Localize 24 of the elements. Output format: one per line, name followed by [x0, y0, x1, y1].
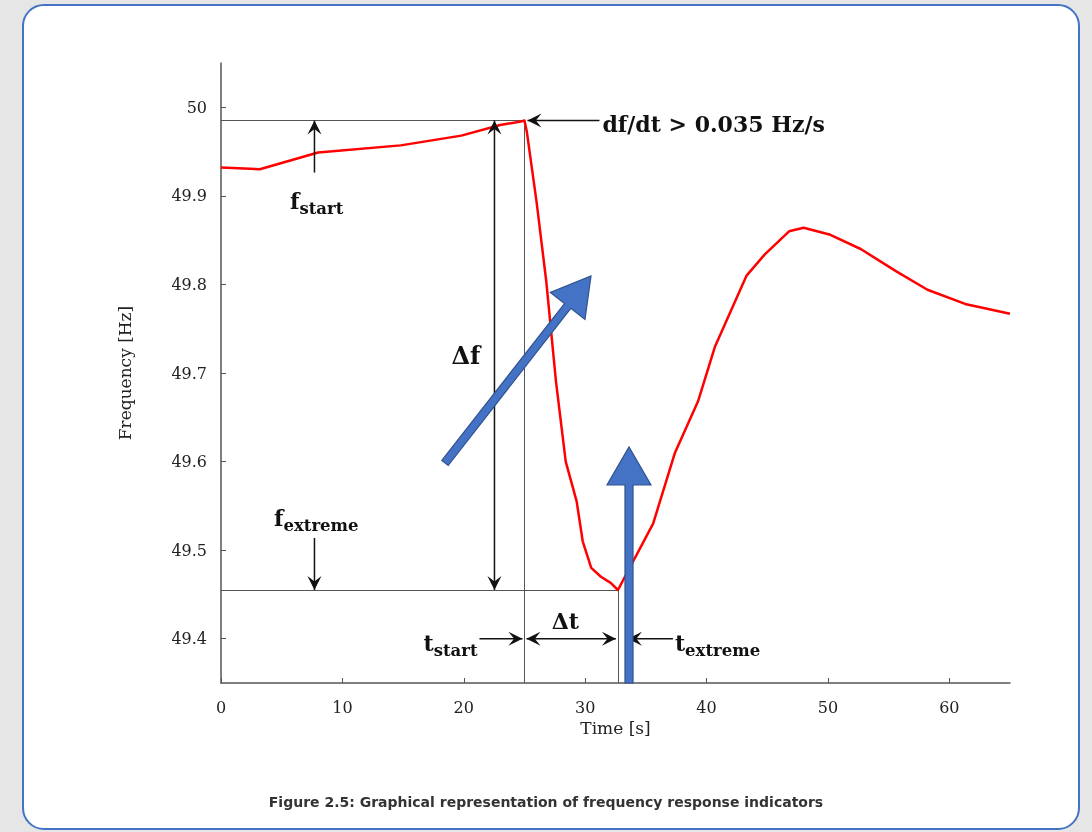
annotation: f$_{extreme}$ — [273, 505, 359, 536]
y-tick-label: 49.5 — [171, 540, 207, 560]
annotation: t$_{extreme}$ — [674, 629, 761, 661]
annotation: t$_{start}$ — [423, 629, 478, 661]
x-tick-label: 40 — [696, 697, 717, 717]
x-tick-label: 30 — [574, 697, 596, 717]
x-tick-label: 60 — [939, 697, 960, 717]
annotation: Δt — [551, 607, 579, 634]
text: Figure 2.5: Graphical representation of frequency response indicators — [268, 794, 824, 810]
y-tick-label: 49.9 — [171, 186, 207, 206]
y-axis-title: Frequency [Hz] — [114, 305, 135, 441]
annotation: f$_{start}$ — [289, 187, 344, 218]
x-tick-label: 10 — [332, 697, 353, 717]
y-tick-label: 50 — [186, 97, 207, 117]
y-tick-label: 49.8 — [171, 274, 207, 294]
x-tick-label: 0 — [215, 697, 227, 717]
annotation: Δf — [451, 340, 481, 370]
y-tick-label: 49.6 — [171, 452, 207, 472]
y-tick-label: 49.4 — [171, 629, 207, 649]
x-tick-label: 50 — [817, 697, 839, 717]
annotation: df/dt > 0.035 Hz/s — [602, 110, 825, 137]
y-tick-label: 49.7 — [171, 363, 207, 383]
x-axis-title: Time [s] — [580, 718, 651, 739]
x-tick-label: 20 — [453, 697, 474, 717]
